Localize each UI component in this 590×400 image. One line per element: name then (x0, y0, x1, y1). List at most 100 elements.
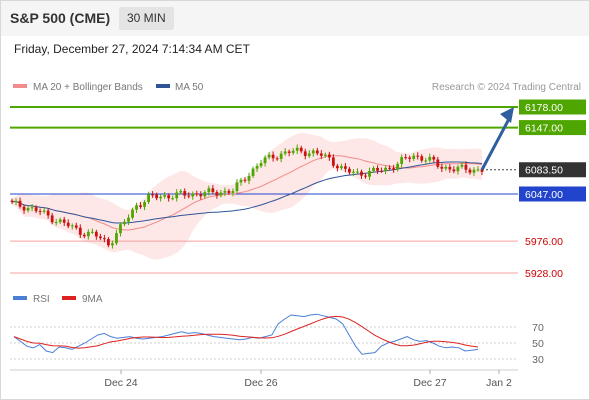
candle-body (460, 164, 464, 167)
candle-body (10, 200, 14, 202)
candle-body (58, 219, 62, 223)
candle-body (303, 151, 307, 156)
candle-body (179, 191, 183, 193)
candle-body (255, 165, 259, 169)
candle-body (295, 147, 299, 151)
datetime-label: Friday, December 27, 2024 7:14:34 AM CET (14, 42, 250, 56)
candle-body (231, 191, 235, 193)
candle-body (344, 166, 347, 169)
target-price-tag (519, 120, 586, 136)
candle-body (323, 154, 327, 156)
candle-body (279, 153, 283, 159)
candle-body (340, 166, 343, 169)
candle-body (163, 195, 167, 197)
candle-body (444, 166, 448, 169)
candle-body (127, 217, 130, 222)
candle-body (70, 225, 74, 227)
candle-body (111, 243, 114, 246)
pivot-price-tag (519, 186, 586, 202)
candle-body (315, 150, 319, 154)
candle-body (239, 179, 243, 183)
candle-body (299, 147, 303, 152)
current-price-label: 6083.50 (525, 165, 563, 177)
ma20-legend-label: MA 20 + Bollinger Bands (33, 82, 143, 93)
timeframe-button[interactable]: 30 MIN (119, 7, 174, 30)
candle-body (50, 215, 54, 223)
candle-body (147, 194, 150, 203)
candle-body (396, 163, 400, 170)
candle-body (199, 194, 203, 197)
candle-body (14, 200, 18, 202)
candle-body (119, 224, 122, 234)
candle-body (307, 153, 311, 156)
candle-body (18, 200, 22, 207)
candle-body (22, 206, 26, 211)
rsi-legend-label: RSI (33, 294, 50, 305)
candle-body (372, 167, 375, 171)
candle-body (404, 157, 408, 159)
candle-body (115, 233, 118, 244)
candle-body (243, 179, 247, 181)
candle-body (416, 155, 420, 157)
candle-body (259, 163, 263, 166)
candle-body (440, 166, 444, 169)
candle-body (102, 238, 106, 240)
candle-body (335, 165, 339, 169)
candle-body (331, 157, 335, 166)
credit-label: Research © 2024 Trading Central (432, 82, 581, 93)
current-price-tag (519, 162, 586, 178)
candle-body (90, 231, 94, 233)
candle-body (424, 160, 428, 162)
candle-body (131, 209, 134, 218)
candle-body (464, 164, 468, 170)
candle-body (227, 190, 231, 193)
candle-body (54, 222, 58, 224)
candle-body (327, 154, 331, 158)
candle-body (82, 234, 86, 237)
candle-body (171, 198, 175, 200)
candle-body (468, 169, 472, 173)
candle-body (412, 155, 416, 159)
candle-body (98, 236, 102, 239)
ma50-line (11, 161, 483, 224)
candle-body (107, 238, 110, 246)
candle-body (251, 168, 255, 176)
candle-body (388, 167, 392, 169)
symbol-title: S&P 500 (CME) (10, 10, 111, 26)
candle-body (94, 231, 98, 237)
target-price-label: 6178.00 (525, 102, 563, 114)
candle-body (30, 207, 34, 209)
candle-body (203, 192, 207, 197)
candle-body (476, 169, 480, 171)
ma20-legend-swatch (13, 84, 27, 88)
candle-body (139, 205, 142, 207)
candle-body (167, 195, 171, 199)
candle-body (420, 156, 424, 161)
candle-body (368, 170, 371, 177)
support-price-label: 5928.00 (525, 268, 563, 280)
target-price-label: 6147.00 (525, 123, 563, 135)
candle-body (143, 202, 146, 207)
candle-body (219, 192, 223, 196)
candle-body (283, 151, 287, 154)
candle-body (159, 196, 163, 199)
candle-body (352, 171, 355, 173)
candle-body (400, 157, 404, 164)
candle-body (448, 166, 452, 170)
rsi-ma-legend-label: 9MA (82, 294, 103, 305)
candle-body (384, 167, 387, 171)
candle-body (38, 211, 42, 213)
top-bar: S&P 500 (CME) 30 MIN (0, 0, 590, 36)
candle-body (223, 190, 227, 193)
candle-body (263, 157, 267, 164)
forecast-arrow-head (500, 107, 514, 123)
candle-body (78, 227, 82, 235)
forecast-arrow-line (480, 116, 512, 171)
x-tick-label: Dec 24 (104, 377, 137, 389)
rsi-level-label: 70 (532, 322, 544, 334)
rsi-legend-swatch (13, 296, 27, 300)
candle-body (267, 154, 271, 158)
candle-body (151, 194, 154, 196)
ma50-legend-swatch (156, 84, 170, 88)
